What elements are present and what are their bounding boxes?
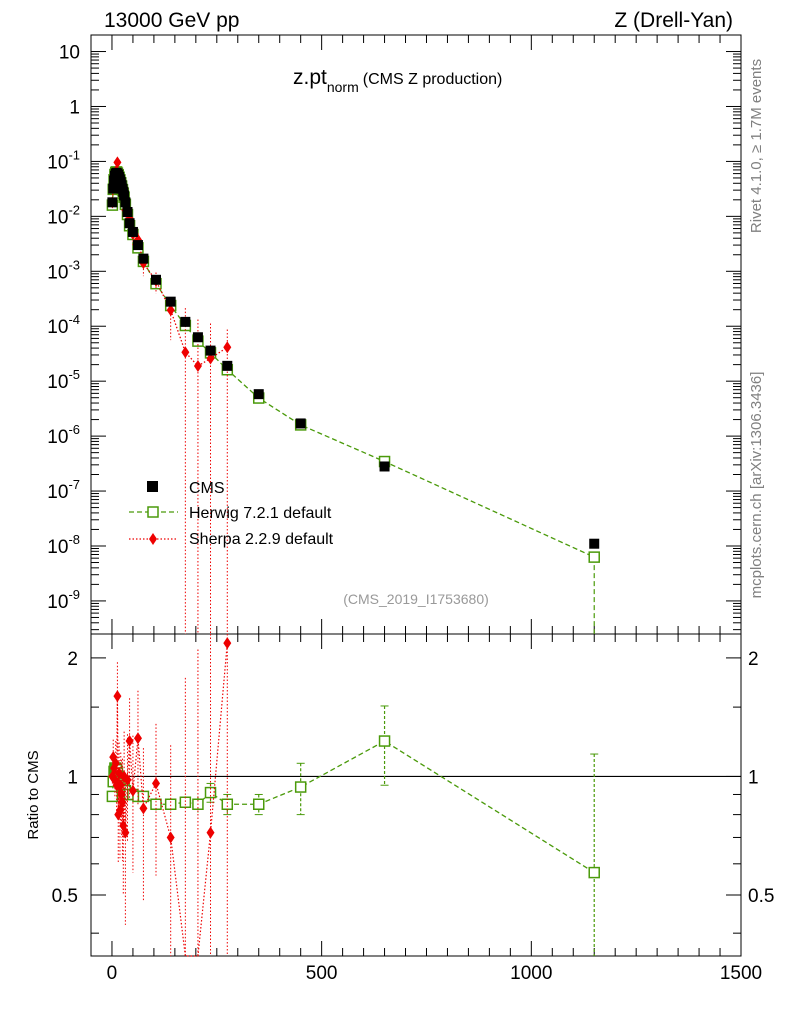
sherpa-ratio-point bbox=[125, 735, 134, 748]
ratio-tick-label-right: 1 bbox=[748, 767, 759, 788]
legend-marker-herwig bbox=[147, 506, 159, 518]
x-tick-label: 1000 bbox=[510, 963, 552, 984]
plot-title-sub: norm bbox=[327, 79, 359, 95]
legend: CMS Herwig 7.2.1 default Sherpa 2.2.9 de… bbox=[129, 480, 334, 548]
cms-point bbox=[138, 253, 149, 264]
sherpa-ratio-point bbox=[206, 826, 215, 839]
sherpa-ratio-point bbox=[152, 777, 160, 790]
herwig-ratio-point bbox=[378, 735, 391, 747]
cms-point bbox=[124, 218, 135, 229]
sherpa-ratio-point bbox=[128, 784, 137, 797]
sherpa-point bbox=[113, 156, 122, 169]
herwig-point bbox=[588, 551, 600, 563]
legend-label-herwig: Herwig 7.2.1 default bbox=[189, 505, 332, 522]
ratio-panel bbox=[90, 633, 742, 957]
y-tick-label: 10-9 bbox=[47, 587, 80, 613]
x-tick-label: 0 bbox=[107, 963, 118, 984]
y-tick-label: 10-3 bbox=[47, 257, 80, 283]
cms-point bbox=[253, 389, 264, 400]
cms-point bbox=[127, 226, 138, 237]
cms-point bbox=[165, 296, 176, 307]
herwig-ratio-point bbox=[221, 798, 234, 810]
legend-label-cms: CMS bbox=[189, 480, 225, 497]
y-tick-label: 10-4 bbox=[47, 312, 80, 338]
sherpa-ratio-point bbox=[166, 831, 175, 844]
cms-point bbox=[205, 345, 216, 356]
sherpa-point bbox=[181, 346, 190, 359]
rivet-label: Rivet 4.1.0, ≥ 1.7M events bbox=[748, 59, 765, 233]
herwig-ratio-point bbox=[150, 798, 162, 810]
sherpa-ratio-point bbox=[116, 779, 125, 792]
plot-title-main: z.pt bbox=[293, 66, 327, 89]
process-label: Z (Drell-Yan) bbox=[614, 9, 733, 32]
energy-label: 13000 GeV pp bbox=[104, 9, 239, 32]
ratio-tick-label-left: 2 bbox=[67, 649, 78, 670]
sherpa-ratio-point bbox=[113, 690, 122, 703]
y-tick-label: 10 bbox=[59, 43, 80, 64]
sherpa-point bbox=[223, 341, 232, 354]
herwig-ratio-point bbox=[106, 790, 119, 803]
cms-point bbox=[108, 183, 119, 194]
ratio-tick-label-left: 1 bbox=[67, 767, 78, 788]
herwig-ratio-point bbox=[252, 798, 265, 810]
plot-title-rest: (CMS Z production) bbox=[363, 71, 503, 88]
cms-point bbox=[119, 190, 130, 201]
analysis-label: (CMS_2019_I1753680) bbox=[343, 591, 489, 607]
y-tick-label: 10-1 bbox=[47, 147, 80, 173]
herwig-ratio-point bbox=[164, 798, 177, 810]
cms-point bbox=[120, 197, 131, 208]
cms-point bbox=[132, 240, 143, 251]
sherpa-point bbox=[193, 359, 202, 372]
herwig-line bbox=[111, 170, 595, 558]
legend-label-sherpa: Sherpa 2.2.9 default bbox=[189, 531, 334, 548]
mcplots-label: mcplots.cern.ch [arXiv:1306.3436] bbox=[748, 372, 765, 599]
sherpa-ratio-point bbox=[139, 802, 148, 815]
y-tick-label: 10-2 bbox=[47, 202, 80, 228]
cms-point bbox=[122, 207, 133, 218]
sherpa-point bbox=[166, 304, 175, 317]
cms-point bbox=[107, 197, 118, 208]
y-tick-label: 1 bbox=[69, 97, 80, 118]
cms-point bbox=[295, 418, 306, 429]
cms-point bbox=[151, 274, 161, 285]
sherpa-ratio-point bbox=[133, 732, 142, 745]
y-tick-label: 10-7 bbox=[47, 477, 80, 503]
herwig-ratio-point bbox=[137, 790, 150, 803]
cms-point bbox=[192, 332, 203, 343]
legend-marker-sherpa bbox=[149, 533, 157, 545]
sherpa-ratio-line bbox=[111, 643, 228, 957]
x-tick-label: 500 bbox=[306, 963, 338, 984]
cms-point bbox=[222, 360, 233, 371]
y-tick-label: 10-8 bbox=[47, 532, 80, 558]
ratio-tick-label-right: 2 bbox=[748, 649, 759, 670]
ratio-tick-label-left: 0.5 bbox=[52, 886, 78, 907]
cms-point bbox=[180, 316, 191, 327]
cms-point bbox=[589, 538, 600, 549]
herwig-ratio-point bbox=[294, 781, 307, 793]
sherpa-ratio-point bbox=[223, 637, 232, 650]
herwig-ratio-point bbox=[588, 866, 600, 879]
sherpa-ratio-point bbox=[111, 757, 120, 770]
herwig-ratio-point bbox=[179, 796, 192, 808]
y-tick-label: 10-6 bbox=[47, 422, 80, 448]
x-tick-label: 1500 bbox=[720, 963, 762, 984]
legend-marker-cms bbox=[147, 481, 158, 492]
ratio-tick-label-right: 0.5 bbox=[748, 886, 774, 907]
y-tick-label: 10-5 bbox=[47, 367, 80, 393]
cms-point bbox=[379, 461, 390, 472]
ratio-ylabel: Ratio to CMS bbox=[25, 750, 42, 839]
plot-title: z.ptnorm (CMS Z production) bbox=[293, 66, 502, 95]
